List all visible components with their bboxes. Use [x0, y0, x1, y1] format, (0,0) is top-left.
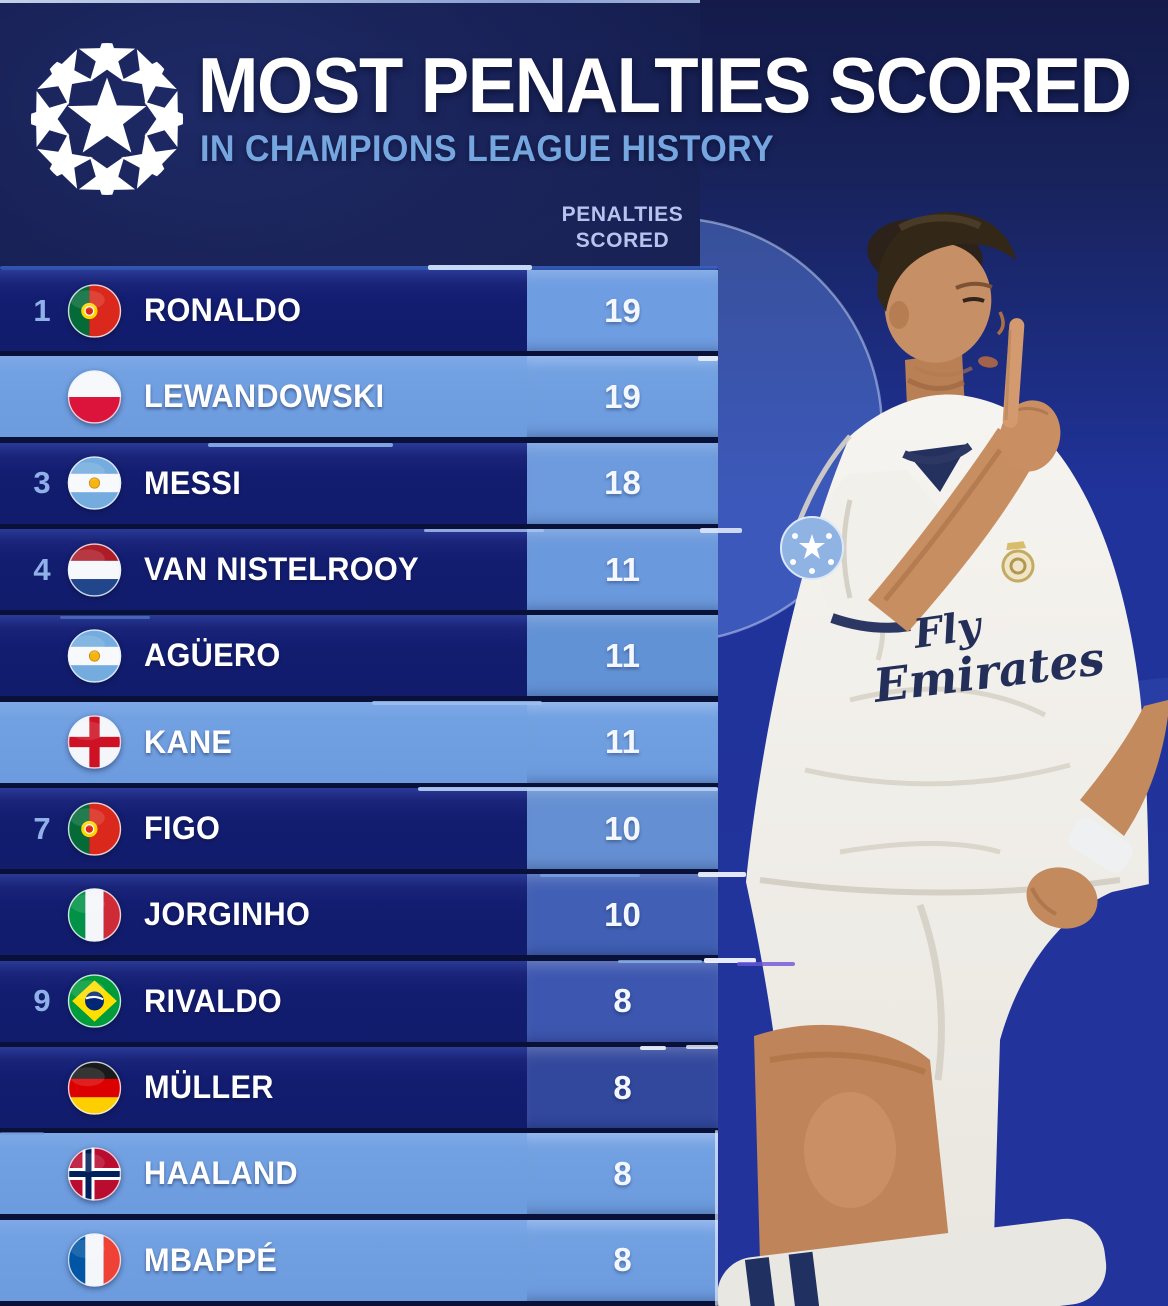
- table-row: AGÜERO 11: [0, 615, 718, 697]
- player-name: JORGINHO: [144, 896, 311, 933]
- top-edge-highlight: [0, 0, 1168, 3]
- player-name: FIGO: [144, 810, 221, 846]
- streak-decoration: [704, 958, 756, 963]
- flag-italy-icon: [67, 887, 122, 942]
- ronaldo-photo: Fly Emirates: [456, 0, 1168, 1306]
- streak-decoration: [0, 266, 718, 270]
- streak-decoration: [715, 1130, 718, 1306]
- player-figure: Fly Emirates: [717, 212, 1168, 1306]
- table-row: 7 FIGO 10: [0, 788, 718, 869]
- sock: [717, 1218, 1107, 1306]
- penalties-value: 8: [527, 1133, 718, 1214]
- table-row: 1 RONALDO 19: [0, 270, 718, 351]
- streak-decoration: [540, 874, 640, 877]
- player-name: KANE: [144, 723, 233, 760]
- flag-poland-icon: [67, 369, 122, 424]
- ranking-table: 1 RONALDO 19 LEWANDOWSKI 19 3 MESSI 18 4…: [0, 270, 718, 1306]
- table-row: LEWANDOWSKI 19: [0, 356, 718, 438]
- streak-decoration: [698, 872, 746, 877]
- streak-decoration: [618, 960, 702, 963]
- column-header-line1: PENALTIES: [561, 203, 684, 226]
- rank-label: [20, 702, 64, 783]
- page-title: MOST PENALTIES SCORED: [198, 41, 1132, 129]
- streak-decoration: [424, 529, 544, 532]
- streak-decoration: [698, 356, 718, 361]
- streak-decoration: [208, 443, 393, 447]
- table-row: JORGINHO 10: [0, 874, 718, 956]
- streak-decoration: [0, 1132, 44, 1135]
- streak-decoration: [428, 265, 532, 270]
- jersey-wrinkles: [797, 434, 1071, 855]
- rank-label: 7: [33, 810, 51, 846]
- uefa-starball-icon: [26, 38, 188, 200]
- rank-label: [20, 1047, 64, 1128]
- rank-label: 4: [33, 551, 51, 587]
- penalties-value: 11: [527, 529, 718, 610]
- rank-label: [20, 874, 64, 955]
- flag-portugal-icon: [67, 283, 122, 338]
- streak-decoration: [418, 787, 718, 791]
- streak-decoration: [60, 616, 150, 619]
- rank-label: [20, 356, 64, 437]
- penalties-value: 11: [527, 702, 718, 783]
- column-header-penalties-scored: PENALTIES SCORED: [527, 202, 718, 253]
- rank-label: [20, 615, 64, 696]
- player-name: HAALAND: [144, 1155, 298, 1192]
- player-name: RONALDO: [144, 292, 302, 328]
- ronaldo-photo-illustration: Fly Emirates: [456, 0, 1168, 1306]
- streak-decoration: [737, 962, 795, 966]
- penalties-value: 8: [527, 960, 718, 1042]
- flag-portugal-icon: [67, 801, 122, 856]
- table-row: 9 RIVALDO 8: [0, 960, 718, 1042]
- penalties-value: 18: [527, 442, 718, 524]
- penalties-value: 8: [527, 1220, 718, 1301]
- streak-decoration: [640, 1046, 666, 1050]
- table-row: KANE 11: [0, 701, 718, 783]
- flag-france-icon: [67, 1233, 122, 1288]
- rank-label: [20, 1220, 64, 1301]
- player-name: VAN NISTELROOY: [144, 551, 419, 587]
- flag-argentina-icon: [67, 628, 122, 683]
- table-row: 3 MESSI 18: [0, 442, 718, 524]
- flag-england-icon: [67, 715, 122, 770]
- rank-label: 1: [33, 292, 51, 328]
- penalties-value: 10: [527, 788, 718, 869]
- column-header-line2: SCORED: [575, 228, 670, 252]
- rank-label: [20, 1133, 64, 1214]
- player-name: MESSI: [144, 464, 242, 501]
- penalties-value: 19: [527, 356, 718, 437]
- flag-germany-icon: [67, 1060, 122, 1115]
- player-name: MBAPPÉ: [144, 1241, 278, 1278]
- player-name: MÜLLER: [144, 1069, 274, 1105]
- streak-decoration: [686, 1045, 718, 1049]
- table-row: MBAPPÉ 8: [0, 1219, 718, 1301]
- player-name: RIVALDO: [144, 982, 282, 1019]
- table-row: HAALAND 8: [0, 1133, 718, 1215]
- page-subtitle: IN CHAMPIONS LEAGUE HISTORY: [200, 128, 775, 169]
- flag-brazil-icon: [67, 974, 122, 1029]
- penalties-value: 8: [527, 1047, 718, 1128]
- penalties-value: 11: [527, 615, 718, 697]
- jersey-sponsor-line1: Fly: [910, 602, 986, 658]
- ucl-sleeve-badge-icon: [780, 516, 844, 580]
- table-row: 4 VAN NISTELROOY 11: [0, 529, 718, 610]
- rank-label: 3: [33, 465, 51, 501]
- streak-decoration: [372, 701, 542, 705]
- club-crest: [1001, 541, 1035, 583]
- rank-label: 9: [33, 983, 51, 1019]
- wristband: [1068, 817, 1133, 873]
- streak-decoration: [560, 357, 640, 360]
- player-name: AGÜERO: [144, 637, 281, 674]
- player-name: LEWANDOWSKI: [144, 378, 385, 415]
- flag-norway-icon: [67, 1146, 122, 1201]
- table-row: MÜLLER 8: [0, 1047, 718, 1128]
- streak-decoration: [700, 528, 742, 533]
- penalties-value: 10: [527, 874, 718, 956]
- flag-netherlands-icon: [67, 542, 122, 597]
- flag-argentina-icon: [67, 456, 122, 511]
- penalties-value: 19: [527, 270, 718, 351]
